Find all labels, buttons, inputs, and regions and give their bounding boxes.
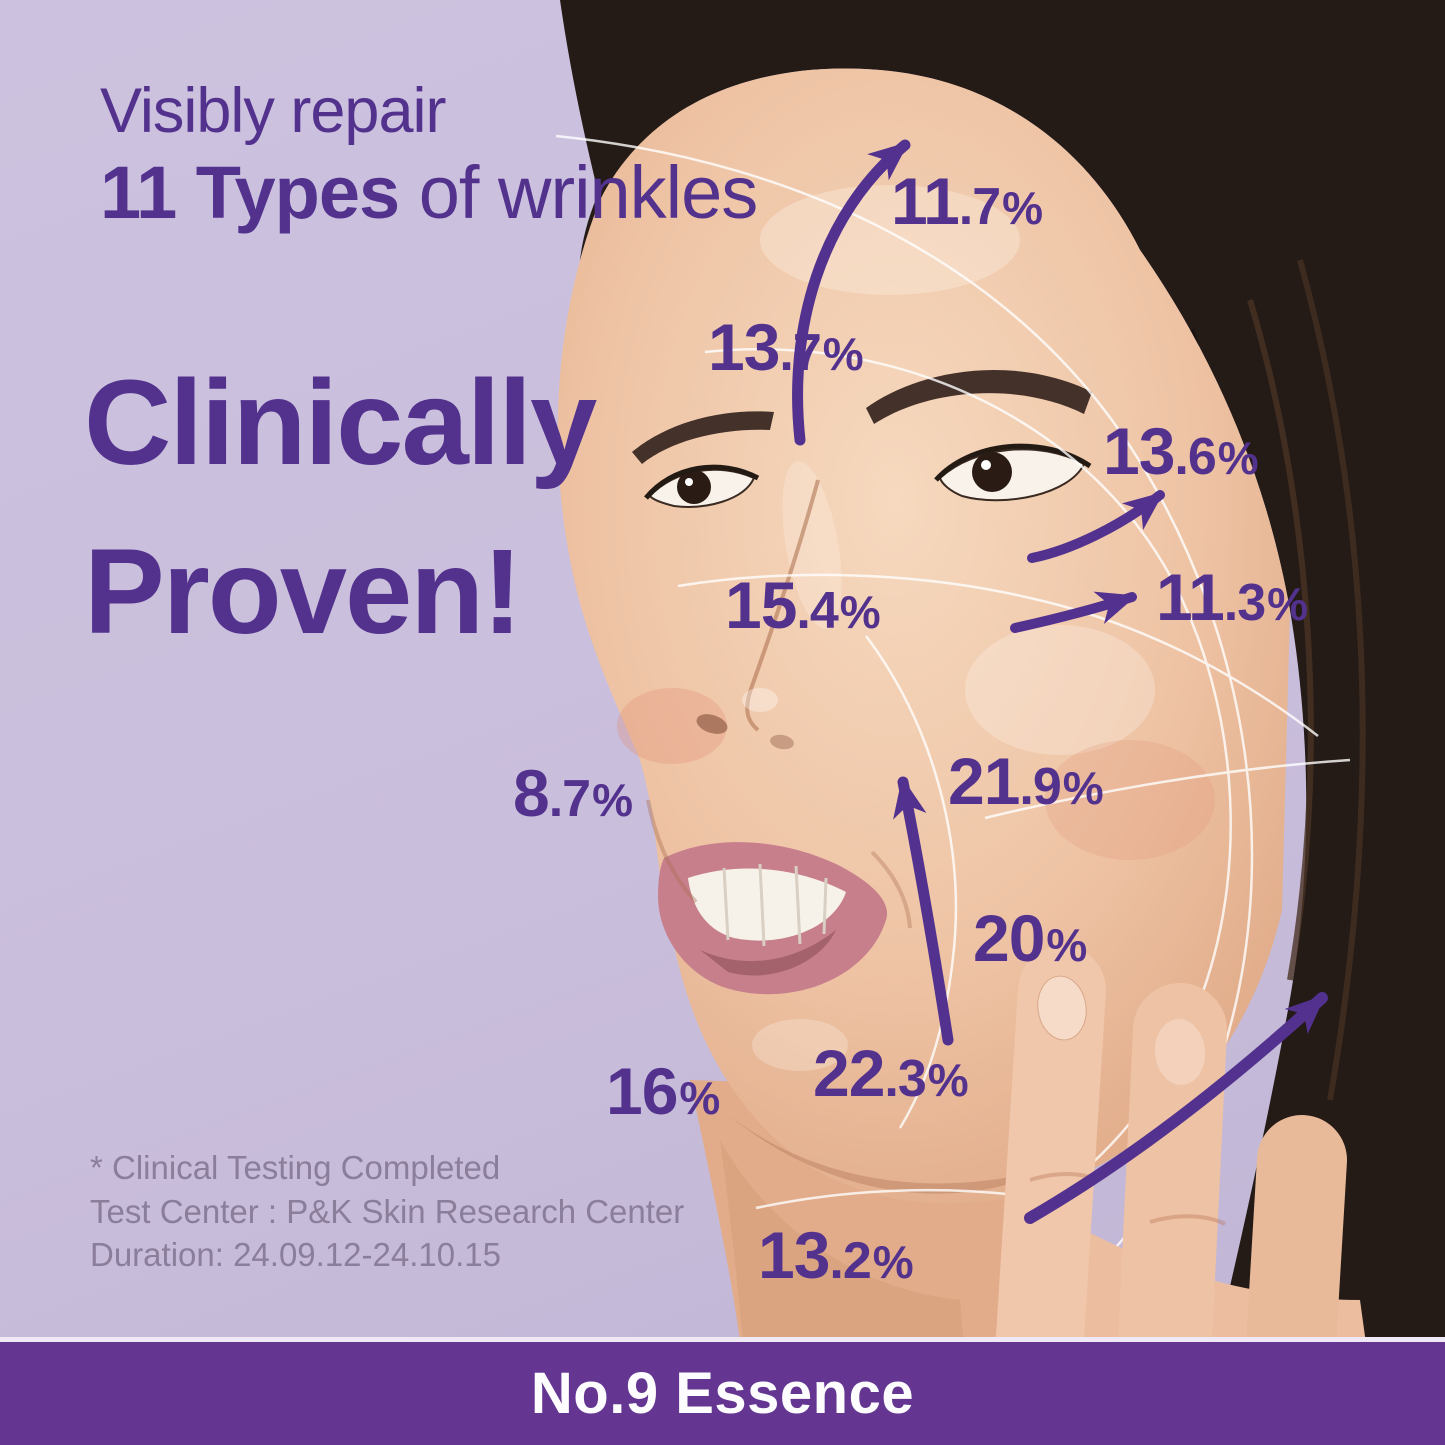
arrow-jawline [1024,992,1328,1224]
types-line: 11 Types of wrinkles [100,150,759,235]
footnote-line-3: Duration: 24.09.12-24.10.15 [90,1236,501,1274]
intro-line: Visibly repair [100,76,446,146]
product-name: No.9 Essence [530,1361,915,1426]
annotation-neck: 13.2% [758,1218,914,1292]
annotation-nose-bridge: 15.4% [725,568,881,642]
types-rest: of wrinkles [399,151,759,234]
headline: Clinically Proven! [84,354,597,660]
arrow-under-eye [1027,490,1165,563]
arrow-mouth [893,776,954,1046]
product-name-banner: No.9 Essence [0,1337,1445,1445]
improvement-arrows [792,139,1328,1224]
annotation-forehead: 11.7% [891,164,1043,238]
eye-right [934,443,1092,502]
arrow-cheek [1010,591,1137,633]
annotation-chin: 16% [606,1054,720,1128]
annotation-under-eye: 11.3% [1156,560,1308,634]
annotation-eye-corner: 13.6% [1103,414,1259,488]
nose [696,479,820,750]
annotation-brow: 13.7% [708,310,864,384]
eyebrow-left [632,411,774,464]
annotation-mouth-corner: 22.3% [813,1036,969,1110]
annotation-smile-line: 20% [973,901,1087,975]
arrow-forehead [792,139,911,446]
clinical-footnote: * Clinical Testing Completed Test Center… [90,1146,684,1277]
footnote-line-1: * Clinical Testing Completed [90,1149,501,1186]
types-count: 11 Types [100,151,400,234]
eyebrow-right [866,369,1092,424]
mouth [646,799,912,995]
footnote-line-2: Test Center : P&K Skin Research Center [90,1192,685,1230]
eye-left [644,464,760,508]
annotation-cheek-right: 21.9% [948,744,1104,818]
annotation-cheek-left: 8.7% [513,756,633,830]
